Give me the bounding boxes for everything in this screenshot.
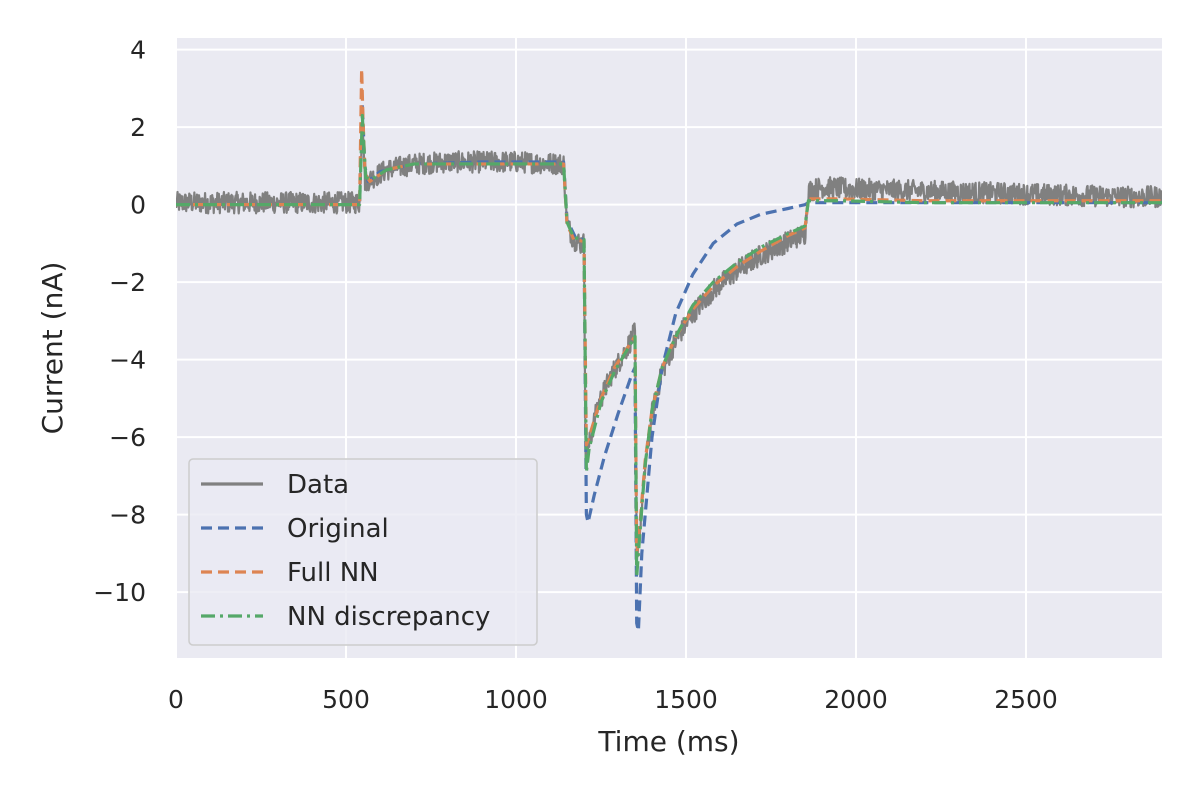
series-layer [176,67,1162,633]
y-tick-label: −6 [109,423,146,452]
y-axis-label: Current (nA) [36,262,69,435]
legend-label: Data [287,470,349,500]
y-tick-label: 2 [130,113,146,142]
y-axis-ticks: 4 2 0 −2 −4 −6 −8 −10 [93,36,146,608]
legend: Data Original Full NN NN discrepancy [188,458,538,646]
x-tick-label: 2000 [824,685,888,714]
x-axis-ticks: 0 500 1000 1500 2000 2500 [168,685,1058,714]
x-tick-label: 1000 [484,685,548,714]
x-tick-label: 500 [322,685,370,714]
y-tick-label: 0 [130,191,146,220]
y-tick-label: −2 [109,268,146,297]
legend-label: Full NN [287,558,379,588]
legend-label: Original [287,514,389,544]
y-tick-label: −4 [109,346,146,375]
legend-label: NN discrepancy [287,602,490,632]
legend-box [188,458,538,646]
x-axis-label: Time (ms) [597,725,739,758]
y-tick-label: −10 [93,578,146,607]
y-tick-label: −8 [109,501,146,530]
x-tick-label: 2500 [994,685,1058,714]
x-tick-label: 0 [168,685,184,714]
series-line-nn-discrepancy [176,113,1162,579]
x-tick-label: 1500 [654,685,718,714]
y-tick-label: 4 [130,36,146,65]
